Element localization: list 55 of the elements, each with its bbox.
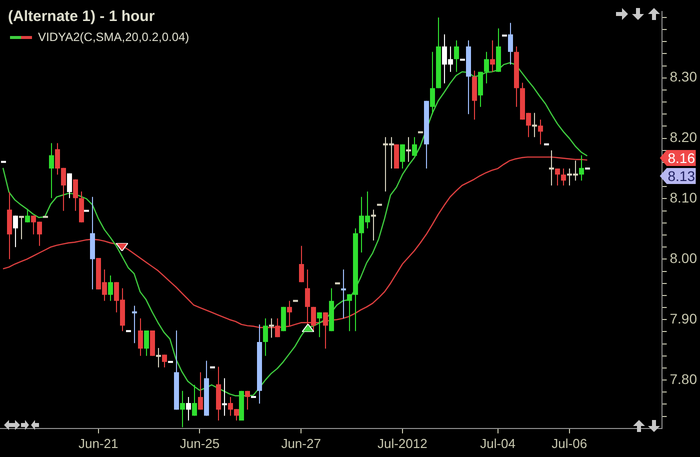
candlestick: [25, 209, 30, 223]
candlestick: [192, 384, 197, 416]
candlestick: [299, 245, 304, 283]
candlestick: [454, 40, 459, 72]
y-tick-label: 7.90: [670, 310, 698, 326]
candlestick: [138, 318, 143, 356]
candlestick: [579, 154, 584, 182]
y-tick-label: 8.20: [670, 129, 698, 146]
legend-label: VIDYA2(C,SMA,20,0.2,0.04): [38, 30, 190, 44]
x-tick-label: Jul-2012: [377, 436, 428, 451]
candlestick: [132, 305, 137, 344]
candlestick: [412, 136, 417, 156]
candlestick: [490, 40, 495, 72]
y-tick-label: 8.00: [670, 250, 698, 266]
candlestick: [162, 354, 167, 368]
candlestick: [186, 396, 191, 422]
candlestick: [508, 22, 513, 66]
x-tick-label: Jul-04: [480, 436, 516, 451]
candlestick: [317, 312, 322, 338]
candlestick: [222, 378, 227, 416]
candlestick: [341, 268, 346, 319]
candlestick: [400, 144, 405, 170]
text: 8.13: [668, 168, 696, 184]
chart-title: (Alternate 1) - 1 hour: [8, 8, 155, 25]
x-tick-label: Jun-25: [180, 436, 220, 451]
y-tick-label: 8.10: [670, 190, 698, 206]
text: 8.16: [668, 150, 696, 166]
candlestick: [406, 136, 411, 162]
x-tick-label: Jun-27: [281, 436, 321, 451]
candlestick: [198, 372, 203, 410]
candlestick: [263, 318, 268, 356]
x-tick-label: Jun-21: [78, 436, 118, 451]
candlestick: [144, 330, 149, 356]
candlestick: [561, 168, 566, 186]
candlestick: [538, 119, 543, 145]
x-tick-label: Jul-06: [552, 436, 588, 451]
candlestick: [269, 318, 274, 338]
candlestick: [484, 51, 489, 84]
candlestick: [67, 172, 72, 199]
candlestick: [430, 51, 435, 115]
candlestick: [555, 168, 560, 186]
candlestick: [180, 390, 185, 428]
y-tick-label: 7.80: [670, 370, 698, 387]
candlestick: [13, 215, 18, 248]
candlestick: [478, 71, 483, 108]
candlestick: [108, 275, 113, 302]
candlestick: [19, 216, 24, 240]
candlestick: [371, 209, 376, 241]
y-tick-label: 8.30: [670, 68, 698, 85]
candlestick: [532, 112, 537, 138]
candlestick: [156, 348, 161, 368]
candlestick: [73, 178, 78, 212]
candlestick: [245, 390, 250, 410]
candlestick: [49, 142, 54, 199]
candlestick: [549, 150, 554, 186]
